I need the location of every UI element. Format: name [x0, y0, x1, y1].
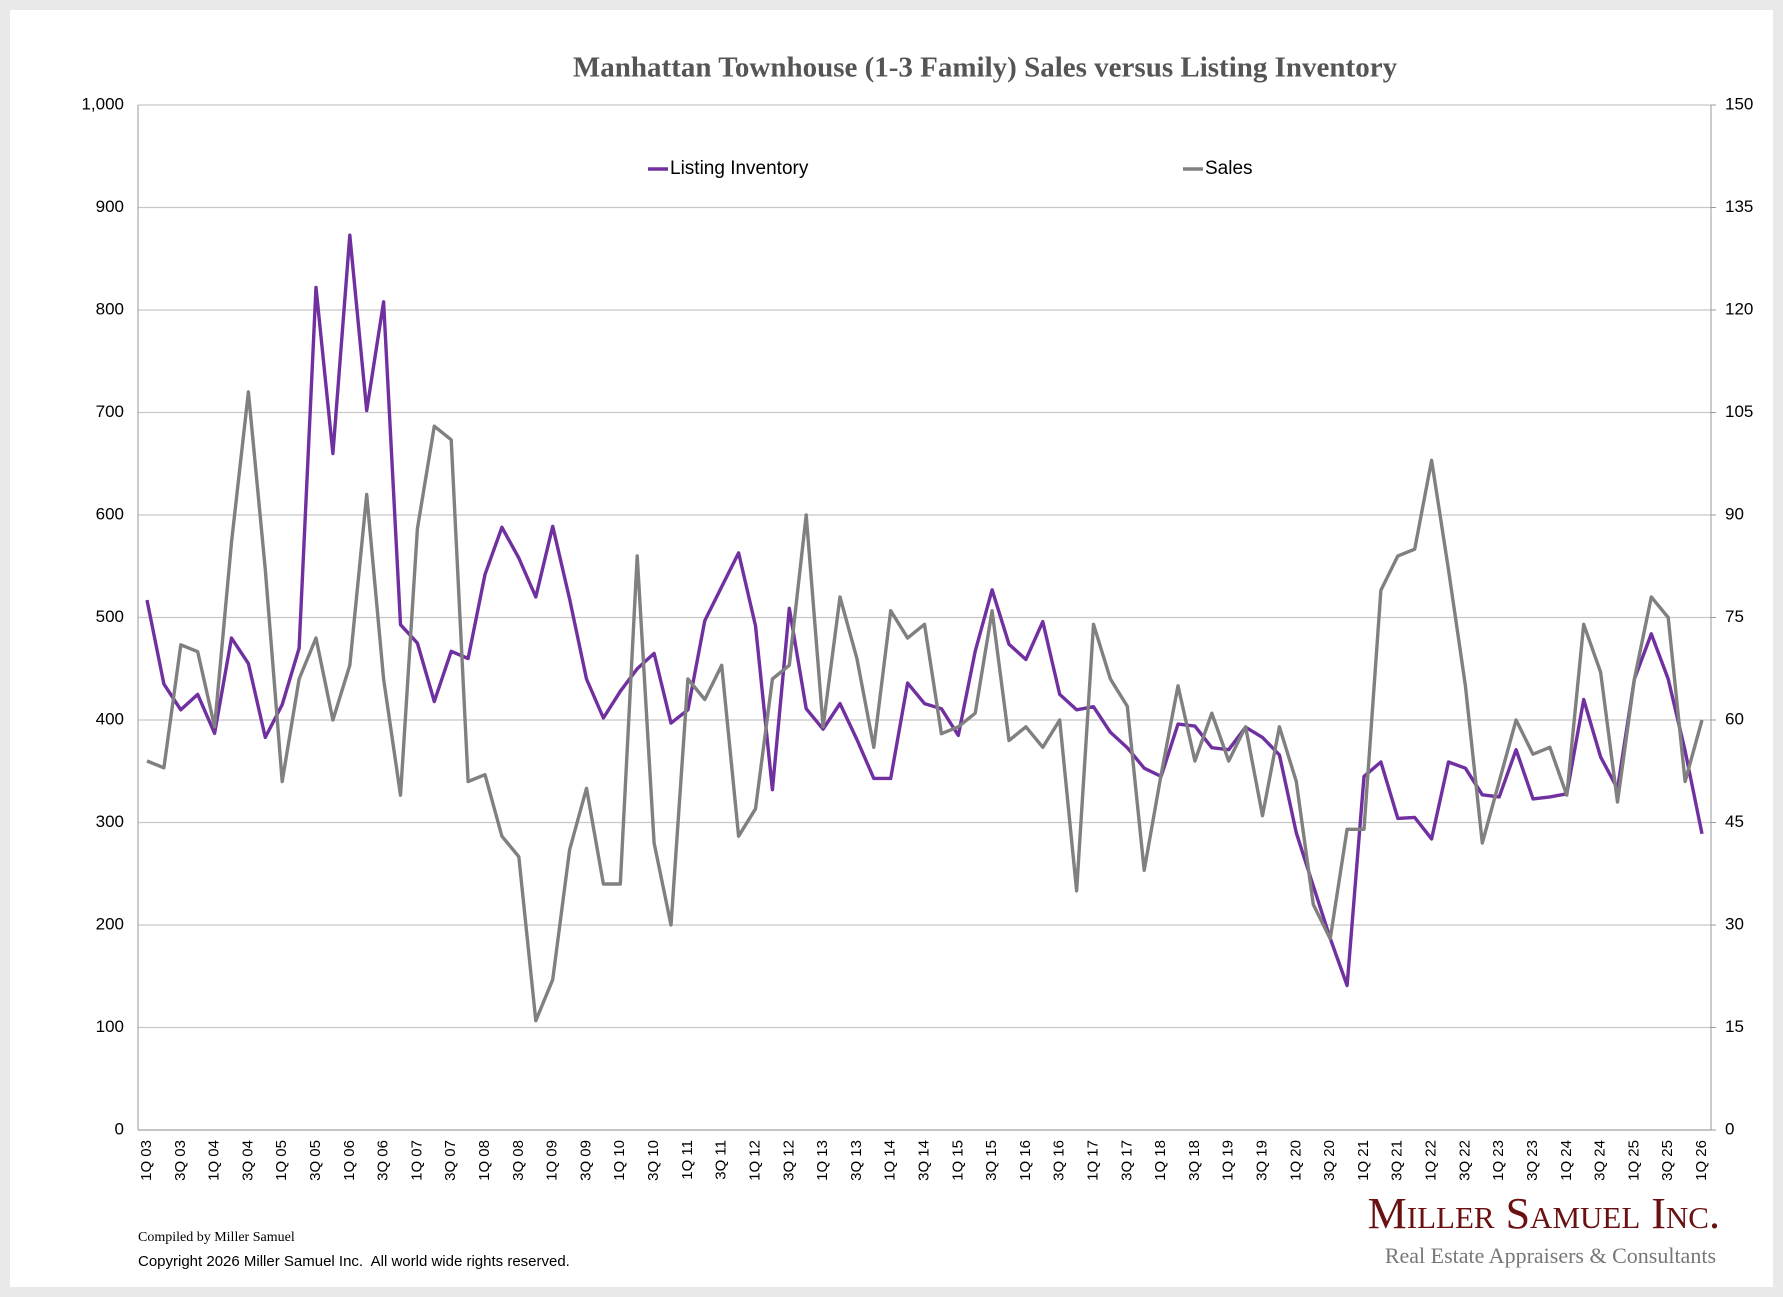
- y2-tick-label: 75: [1725, 607, 1744, 626]
- y2-tick-label: 90: [1725, 504, 1744, 523]
- x-tick-label: 1Q 09: [544, 1140, 561, 1181]
- tagline: Real Estate Appraisers & Consultants: [1385, 1243, 1716, 1268]
- x-tick-label: 3Q 10: [645, 1140, 662, 1181]
- y-tick-label: 1,000: [81, 94, 124, 113]
- x-tick-label: 3Q 12: [780, 1140, 797, 1181]
- legend-label: Sales: [1205, 158, 1253, 179]
- x-tick-label: 1Q 23: [1490, 1140, 1507, 1181]
- x-tick-label: 3Q 21: [1389, 1140, 1406, 1181]
- x-tick-label: 1Q 04: [206, 1140, 223, 1181]
- x-tick-label: 1Q 07: [408, 1140, 425, 1181]
- x-tick-label: 1Q 10: [611, 1140, 628, 1181]
- y-tick-label: 200: [96, 914, 124, 933]
- y2-tick-label: 0: [1725, 1119, 1734, 1138]
- y-tick-label: 500: [96, 607, 124, 626]
- x-tick-label: 3Q 11: [713, 1140, 730, 1180]
- y-tick-label: 300: [96, 812, 124, 831]
- y2-tick-label: 135: [1725, 197, 1753, 216]
- x-tick-label: 3Q 05: [307, 1140, 324, 1181]
- x-tick-label: 3Q 03: [172, 1140, 189, 1181]
- x-tick-label: 3Q 09: [577, 1140, 594, 1181]
- y-tick-label: 600: [96, 504, 124, 523]
- x-tick-label: 3Q 24: [1592, 1140, 1609, 1181]
- x-tick-label: 1Q 13: [814, 1140, 831, 1181]
- x-tick-label: 3Q 07: [442, 1140, 459, 1181]
- x-tick-label: 3Q 08: [510, 1140, 527, 1181]
- x-tick-label: 3Q 17: [1118, 1140, 1135, 1181]
- legend-label: Listing Inventory: [670, 158, 809, 179]
- panel: [10, 10, 1773, 1287]
- x-tick-label: 3Q 13: [848, 1140, 865, 1181]
- y-tick-label: 100: [96, 1017, 124, 1036]
- x-tick-label: 1Q 26: [1693, 1140, 1710, 1181]
- y-tick-label: 700: [96, 402, 124, 421]
- logo: Miller Samuel Inc.: [1368, 1189, 1720, 1238]
- x-tick-label: 1Q 15: [949, 1140, 966, 1181]
- copyright: Copyright 2026 Miller Samuel Inc. All wo…: [138, 1253, 570, 1270]
- x-tick-label: 1Q 14: [882, 1140, 899, 1181]
- series-line: [145, 233, 1704, 988]
- x-tick-label: 1Q 03: [138, 1140, 155, 1181]
- x-tick-label: 1Q 22: [1423, 1140, 1440, 1181]
- x-tick-label: 1Q 17: [1084, 1140, 1101, 1181]
- x-tick-label: 1Q 21: [1355, 1140, 1372, 1181]
- x-tick-label: 3Q 20: [1321, 1140, 1338, 1181]
- y-tick-label: 800: [96, 299, 124, 318]
- y2-tick-label: 60: [1725, 709, 1744, 728]
- y2-tick-label: 120: [1725, 299, 1753, 318]
- x-tick-label: 1Q 24: [1558, 1140, 1575, 1181]
- x-tick-label: 1Q 20: [1287, 1140, 1304, 1181]
- x-tick-label: 3Q 15: [983, 1140, 1000, 1181]
- x-tick-label: 1Q 08: [476, 1140, 493, 1181]
- y-tick-label: 900: [96, 197, 124, 216]
- compiled-note: Compiled by Miller Samuel: [138, 1230, 295, 1245]
- y-tick-label: 400: [96, 709, 124, 728]
- x-tick-label: 1Q 16: [1017, 1140, 1034, 1181]
- x-tick-label: 3Q 22: [1456, 1140, 1473, 1181]
- x-tick-label: 3Q 19: [1254, 1140, 1271, 1181]
- y2-tick-label: 15: [1725, 1017, 1744, 1036]
- x-tick-label: 1Q 18: [1152, 1140, 1169, 1181]
- x-tick-label: 1Q 12: [746, 1140, 763, 1181]
- x-tick-label: 3Q 04: [239, 1140, 256, 1181]
- x-tick-label: 3Q 06: [375, 1140, 392, 1181]
- x-tick-label: 3Q 25: [1659, 1140, 1676, 1181]
- x-tick-label: 1Q 25: [1625, 1140, 1642, 1181]
- y2-tick-label: 150: [1725, 94, 1753, 113]
- y2-tick-label: 105: [1725, 402, 1753, 421]
- x-tick-label: 3Q 16: [1051, 1140, 1068, 1181]
- x-tick-label: 1Q 19: [1220, 1140, 1237, 1181]
- y-tick-label: 0: [115, 1119, 124, 1138]
- y2-tick-label: 30: [1725, 914, 1744, 933]
- series-line: [146, 390, 1704, 1023]
- x-tick-label: 3Q 23: [1524, 1140, 1541, 1181]
- x-tick-label: 1Q 06: [341, 1140, 358, 1181]
- x-tick-label: 3Q 18: [1186, 1140, 1203, 1181]
- chart-title: Manhattan Townhouse (1-3 Family) Sales v…: [573, 52, 1398, 84]
- x-tick-label: 1Q 11: [679, 1140, 696, 1180]
- x-tick-label: 1Q 05: [273, 1140, 290, 1181]
- y2-tick-label: 45: [1725, 812, 1744, 831]
- x-tick-label: 3Q 14: [915, 1140, 932, 1181]
